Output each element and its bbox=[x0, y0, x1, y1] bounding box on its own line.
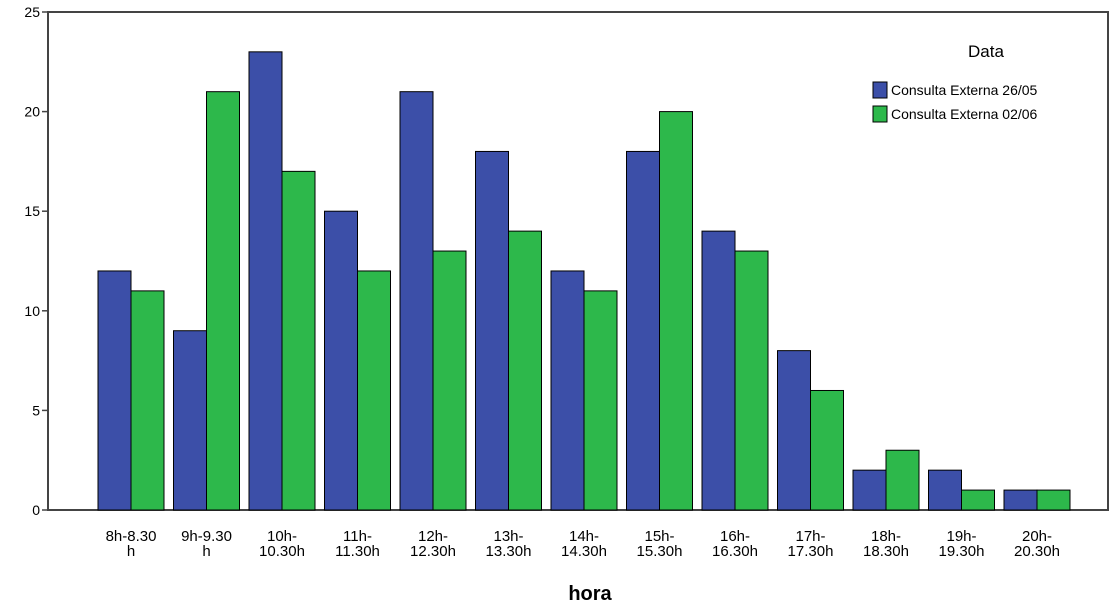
x-tick-label: 15h-15.30h bbox=[637, 528, 683, 560]
x-axis: 8h-8.30 h 9h-9.30 h 10h-10.30h 11h-11.30h 12h-… bbox=[106, 528, 1060, 560]
bar-1-4 bbox=[324, 210, 358, 511]
legend-entry-1: Consulta Externa 26/05 bbox=[891, 82, 1038, 98]
y-tick-label: 15 bbox=[24, 203, 40, 219]
bar-2-1 bbox=[130, 290, 165, 511]
bar-2-10 bbox=[810, 389, 844, 511]
x-tick-label: 18h-18.30h bbox=[863, 528, 909, 560]
bar-2-7 bbox=[583, 290, 618, 511]
bar-1-2 bbox=[173, 330, 207, 511]
x-tick-label: 11h-11.30h bbox=[335, 528, 380, 560]
legend-swatch-1 bbox=[872, 81, 888, 99]
y-tick-label: 5 bbox=[32, 402, 40, 418]
bar-1-8 bbox=[626, 150, 660, 511]
x-tick-label: 13h-13.30h bbox=[486, 528, 532, 560]
bar-2-4 bbox=[357, 270, 391, 511]
legend-box bbox=[865, 23, 1107, 145]
legend-entry-2: Consulta Externa 02/06 bbox=[891, 106, 1038, 122]
x-tick-label: 9h-9.30 h bbox=[181, 528, 232, 560]
bar-2-5 bbox=[432, 250, 467, 511]
bar-1-3 bbox=[248, 51, 283, 511]
x-axis-title: hora bbox=[568, 583, 612, 605]
x-tick-label: 10h-10.30h bbox=[259, 528, 305, 560]
bar-1-12 bbox=[928, 469, 962, 511]
x-tick-label: 19h-19.30h bbox=[939, 528, 985, 560]
bar-2-12 bbox=[961, 489, 995, 511]
bar-2-11 bbox=[885, 449, 920, 511]
bar-2-9 bbox=[734, 250, 769, 511]
bar-2-13 bbox=[1036, 489, 1071, 511]
legend: Data Consulta Externa 26/05 Consulta Exter… bbox=[865, 23, 1107, 145]
legend-swatch-2 bbox=[872, 105, 888, 123]
y-tick-label: 10 bbox=[24, 303, 40, 319]
x-tick-label: 17h-17.30h bbox=[788, 528, 834, 560]
x-tick-label: 20h-20.30h bbox=[1014, 528, 1060, 560]
x-tick-label: 12h-12.30h bbox=[410, 528, 456, 560]
bar-1-7 bbox=[550, 270, 585, 511]
y-tick-label: 25 bbox=[24, 4, 40, 20]
bar-1-10 bbox=[777, 350, 811, 511]
bar-2-6 bbox=[508, 230, 542, 511]
x-tick-label: 14h-14.30h bbox=[561, 528, 607, 560]
bar-2-8 bbox=[659, 111, 693, 511]
bar-1-11 bbox=[852, 469, 887, 511]
x-tick-label: 16h-16.30h bbox=[712, 528, 758, 560]
bar-2-2 bbox=[206, 91, 240, 511]
bar-1-13 bbox=[1003, 489, 1038, 511]
bar-1-6 bbox=[475, 150, 509, 511]
y-axis: 0 5 10 15 20 25 bbox=[24, 4, 48, 518]
x-tick-label: 8h-8.30 h bbox=[106, 528, 157, 560]
bar-2-3 bbox=[281, 170, 316, 511]
legend-title: Data bbox=[968, 42, 1004, 61]
bar-1-1 bbox=[97, 270, 132, 511]
y-tick-label: 20 bbox=[24, 104, 40, 120]
y-tick-label: 0 bbox=[32, 502, 40, 518]
bar-1-5 bbox=[399, 91, 434, 511]
bar-1-9 bbox=[701, 230, 736, 511]
